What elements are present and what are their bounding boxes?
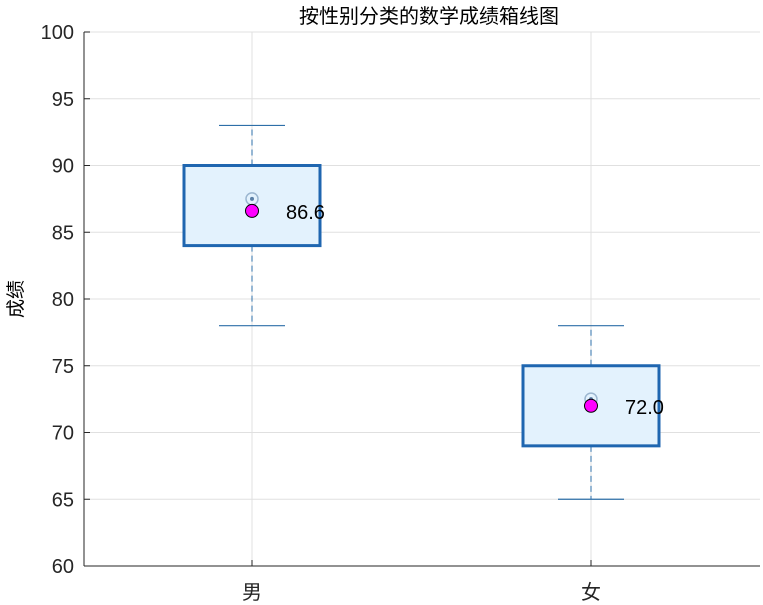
y-tick-label: 90 xyxy=(52,156,74,178)
y-tick-label: 100 xyxy=(41,22,74,44)
x-tick-label: 男 xyxy=(242,580,262,604)
y-axis-label: 成绩 xyxy=(5,280,27,318)
boxes: 86.6 72.0 xyxy=(182,124,664,500)
box-group-1: 72.0 xyxy=(521,325,664,500)
mean-marker xyxy=(245,203,259,218)
y-tick-label: 60 xyxy=(52,556,74,578)
box-group-0: 86.6 xyxy=(182,124,325,327)
tick-labels: 60 65 70 75 80 85 90 95 100 男 女 xyxy=(41,22,601,604)
median-marker-dot xyxy=(250,196,254,201)
y-tick-label: 70 xyxy=(52,423,74,445)
mean-label: 72.0 xyxy=(625,397,664,419)
chart-title: 按性别分类的数学成绩箱线图 xyxy=(299,4,559,28)
y-tick-label: 65 xyxy=(52,489,74,511)
y-tick-label: 80 xyxy=(52,289,74,311)
mean-marker xyxy=(584,398,598,413)
grid-lines xyxy=(84,31,760,567)
y-tick-label: 85 xyxy=(52,222,74,244)
x-tick-label: 女 xyxy=(581,580,601,604)
y-tick-label: 75 xyxy=(52,356,74,378)
mean-label: 86.6 xyxy=(286,202,325,224)
y-tick-label: 95 xyxy=(52,89,74,111)
